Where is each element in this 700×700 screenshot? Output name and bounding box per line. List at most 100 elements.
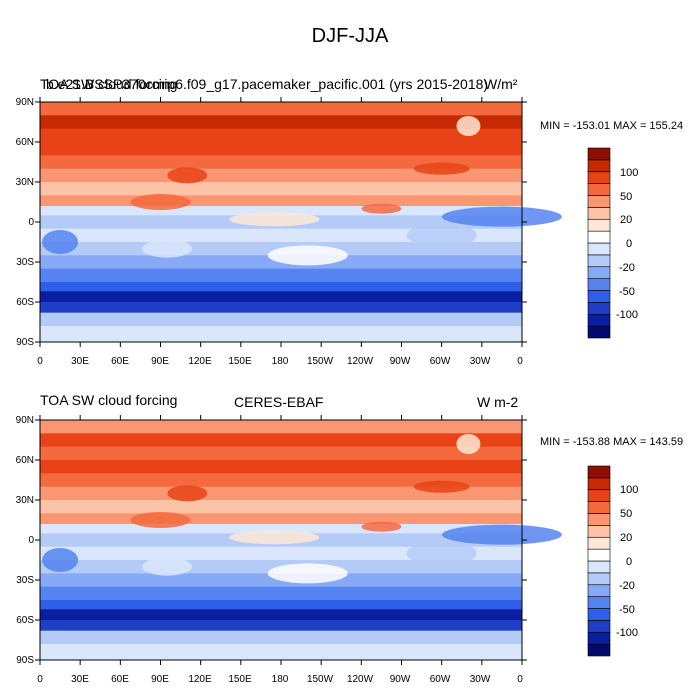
bottom-lon-30e: 30E: [71, 674, 89, 685]
field-feature: [229, 530, 320, 545]
field-band: [40, 282, 522, 292]
map-panel-top: [35, 97, 562, 347]
colorbar-box: [587, 195, 611, 208]
top-lon-30w: 30W: [469, 356, 491, 367]
top-cb-100: 100: [620, 167, 639, 179]
field-feature: [456, 434, 481, 454]
field-feature: [167, 167, 208, 184]
field-band: [40, 473, 522, 488]
field-feature: [406, 223, 477, 248]
top-lon-60e: 60E: [111, 356, 129, 367]
bottom-left-label: TOA SW cloud forcing: [40, 392, 178, 408]
field-band: [40, 433, 522, 448]
top-lat-60n: 60N: [15, 137, 34, 148]
colorbar-box: [587, 489, 611, 502]
field-band: [40, 620, 522, 632]
field-band: [40, 128, 522, 143]
bottom-lat-60s: 60S: [16, 615, 34, 626]
colorbar-box: [587, 278, 611, 291]
colorbar-top: [587, 147, 611, 339]
bottom-lat-0: 0: [28, 535, 34, 546]
field-band: [40, 102, 522, 116]
bottom-center-label: CERES-EBAF: [234, 394, 324, 410]
field-feature: [441, 524, 562, 545]
bottom-lat-60n: 60N: [15, 455, 34, 466]
bottom-cb-100: 100: [620, 484, 639, 496]
top-lat-60s: 60S: [16, 297, 34, 308]
bottom-cb-m50: -50: [619, 604, 635, 616]
field-feature: [42, 230, 79, 254]
field-band: [40, 302, 522, 314]
top-cb-20: 20: [620, 214, 633, 226]
bottom-lon-60e: 60E: [111, 674, 129, 685]
field-feature: [130, 194, 191, 210]
colorbar-box: [587, 465, 611, 479]
colorbar-box: [587, 513, 611, 526]
top-lat-30n: 30N: [15, 177, 34, 188]
top-lon-150e: 150E: [228, 356, 252, 367]
colorbar-box: [587, 147, 611, 161]
bottom-units-label: W m-2: [477, 394, 519, 410]
field-band: [40, 524, 522, 534]
bottom-lon-120w: 120W: [346, 674, 374, 685]
field-band: [40, 546, 522, 561]
bottom-cb-20: 20: [620, 532, 633, 544]
colorbar-box: [587, 525, 611, 538]
top-cb-m20: -20: [619, 262, 635, 274]
bottom-lon-180: 180: [271, 674, 289, 685]
field-band: [40, 182, 522, 196]
field-band: [40, 326, 522, 343]
field-band: [40, 420, 522, 434]
colorbar-box: [587, 631, 611, 645]
top-lat-90s: 90S: [16, 337, 34, 348]
bottom-lon-90e: 90E: [151, 674, 169, 685]
field-band: [40, 486, 522, 501]
colorbar-box: [587, 171, 611, 184]
top-center-label: b.e21.BSSP370cmip6.f09_g17.pacemaker_pac…: [46, 76, 489, 92]
colorbar-box: [587, 536, 611, 550]
top-cb-50: 50: [620, 191, 633, 203]
field-band: [40, 228, 522, 243]
top-lon-0-end: 0: [517, 356, 523, 367]
top-lon-150w: 150W: [306, 356, 334, 367]
top-cb-m100: -100: [616, 309, 639, 321]
field-band: [40, 268, 522, 283]
colorbar-box: [587, 501, 611, 514]
field-band: [40, 609, 522, 621]
colorbar-box: [587, 290, 611, 303]
top-left-label: TOA SW cloud forcing: [40, 76, 178, 92]
top-lon-120w: 120W: [346, 356, 374, 367]
top-lon-120e: 120E: [188, 356, 212, 367]
field-feature: [361, 521, 402, 532]
colorbar-box: [587, 230, 611, 244]
colorbar-box: [587, 302, 611, 315]
field-band: [40, 446, 522, 461]
field-feature: [361, 203, 402, 214]
colorbar-box: [587, 620, 611, 633]
colorbar-box: [587, 596, 611, 609]
field-band: [40, 291, 522, 303]
field-band: [40, 600, 522, 610]
bottom-lon-60w: 60W: [429, 674, 451, 685]
field-feature: [42, 548, 79, 572]
top-lon-180: 180: [271, 356, 289, 367]
field-band: [40, 142, 522, 156]
top-lat-90n: 90N: [15, 97, 34, 108]
figure-title: DJF-JJA: [311, 25, 389, 47]
colorbar-box: [587, 584, 611, 597]
top-min-max: MIN = -153.01 MAX = 155.24: [540, 120, 684, 132]
map-panel-bottom: [35, 415, 562, 665]
field-feature: [413, 480, 470, 493]
colorbar-box: [587, 183, 611, 196]
top-lon-60w: 60W: [429, 356, 451, 367]
top-cb-0: 0: [626, 238, 633, 250]
bottom-lon-150w: 150W: [306, 674, 334, 685]
colorbar-box: [587, 159, 611, 173]
field-feature: [167, 485, 208, 502]
colorbar-box: [587, 254, 611, 268]
field-feature: [413, 162, 470, 175]
top-lat-30s: 30S: [16, 257, 34, 268]
bottom-cb-0: 0: [626, 556, 633, 568]
field-feature: [142, 239, 193, 258]
field-feature: [142, 557, 193, 576]
